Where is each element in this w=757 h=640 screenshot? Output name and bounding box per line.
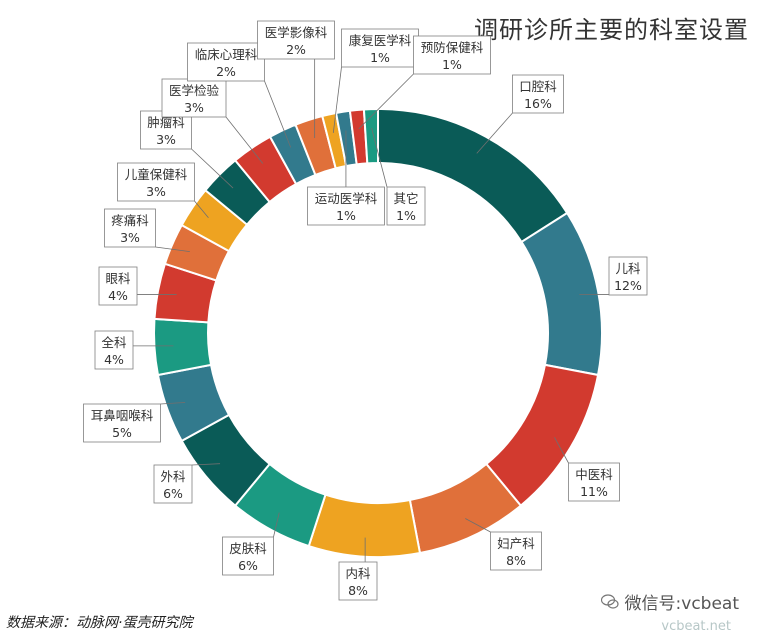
slice-name-14: 医学检验 xyxy=(169,83,220,98)
leader-line-14 xyxy=(225,116,264,164)
label-box-18 xyxy=(307,186,385,226)
label-box-1 xyxy=(512,74,564,114)
slice-value-1: 16% xyxy=(524,96,552,111)
slice-value-11: 3% xyxy=(120,230,140,245)
slice-value-20: 1% xyxy=(396,208,416,223)
slice-name-4: 妇产科 xyxy=(497,536,535,551)
leader-line-6 xyxy=(273,512,280,538)
leader-line-7 xyxy=(191,463,221,466)
label-box-7 xyxy=(153,464,193,504)
slice-5 xyxy=(307,493,422,558)
slice-value-18: 1% xyxy=(336,208,356,223)
slice-value-19: 1% xyxy=(442,57,462,72)
slice-name-12: 儿童保健科 xyxy=(125,167,188,182)
label-box-3 xyxy=(568,462,620,502)
slice-name-20: 其它 xyxy=(393,191,418,206)
slice-name-19: 预防保健科 xyxy=(421,40,484,55)
wechat-watermark: 微信号:vcbeat xyxy=(600,589,739,614)
slice-value-6: 6% xyxy=(238,558,258,573)
label-box-20 xyxy=(386,186,426,226)
chart-title: 调研诊所主要的科室设置 xyxy=(474,16,749,44)
leader-line-20 xyxy=(371,127,388,188)
slice-name-18: 运动医学科 xyxy=(315,191,378,206)
slice-name-3: 中医科 xyxy=(575,467,613,482)
slice-name-2: 儿科 xyxy=(615,261,641,276)
slice-value-17: 1% xyxy=(370,50,390,65)
leader-line-11 xyxy=(155,246,190,252)
label-box-4 xyxy=(490,531,542,571)
slice-2 xyxy=(520,211,603,377)
slice-name-7: 外科 xyxy=(160,469,186,484)
slice-value-4: 8% xyxy=(506,553,526,568)
leader-line-4 xyxy=(465,518,491,533)
slice-name-11: 疼痛科 xyxy=(111,213,149,228)
slice-name-6: 皮肤科 xyxy=(229,541,267,556)
label-box-9 xyxy=(94,330,134,370)
label-box-15 xyxy=(187,42,265,82)
slice-value-5: 8% xyxy=(348,583,368,598)
slice-name-15: 临床心理科 xyxy=(195,47,258,62)
leader-line-3 xyxy=(554,437,569,464)
leader-line-1 xyxy=(476,112,513,154)
slice-value-16: 2% xyxy=(286,42,306,57)
label-box-16 xyxy=(257,20,335,60)
slice-name-9: 全科 xyxy=(101,335,127,350)
slice-value-13: 3% xyxy=(156,132,176,147)
label-box-6 xyxy=(222,536,274,576)
label-box-10 xyxy=(98,266,138,306)
leader-line-15 xyxy=(264,80,292,148)
label-box-12 xyxy=(117,162,195,202)
slice-9 xyxy=(153,317,213,377)
slice-value-2: 12% xyxy=(614,278,642,293)
label-box-5 xyxy=(338,561,378,601)
label-box-19 xyxy=(413,35,491,75)
slice-value-12: 3% xyxy=(146,184,166,199)
donut-slices xyxy=(153,107,603,558)
leader-line-8 xyxy=(160,402,186,405)
slice-name-16: 医学影像科 xyxy=(265,25,328,40)
wechat-id: 微信号:vcbeat xyxy=(624,594,739,614)
label-box-14 xyxy=(161,78,227,118)
slice-name-17: 康复医学科 xyxy=(349,33,412,48)
slice-name-13: 肿瘤科 xyxy=(147,115,185,130)
slice-value-7: 6% xyxy=(163,486,183,501)
leader-line-19 xyxy=(358,73,414,130)
slice-20 xyxy=(362,107,379,165)
data-source-note: 数据来源：动脉网·蛋壳研究院 xyxy=(6,615,193,631)
leader-line-17 xyxy=(332,66,342,133)
slice-name-10: 眼科 xyxy=(105,271,131,286)
slice-value-9: 4% xyxy=(104,352,124,367)
label-box-8 xyxy=(83,403,161,443)
wechat-icon xyxy=(600,593,619,609)
slice-name-5: 内科 xyxy=(345,566,371,581)
leader-line-12 xyxy=(194,200,209,219)
label-box-13 xyxy=(140,110,192,150)
slice-value-10: 4% xyxy=(108,288,128,303)
slice-labels: 口腔科 16% 儿科 12% 中医科 11% 妇产科 8% 内科 8% 皮肤科 6% 外科 6% 耳鼻咽喉科… xyxy=(83,20,648,601)
watermark-site: vcbeat.net xyxy=(661,619,731,634)
slice-value-15: 2% xyxy=(216,64,236,79)
slice-value-8: 5% xyxy=(112,425,132,440)
slice-name-1: 口腔科 xyxy=(519,79,557,94)
slice-name-8: 耳鼻咽喉科 xyxy=(91,408,154,423)
label-box-11 xyxy=(104,208,156,248)
slice-value-3: 11% xyxy=(580,484,608,499)
slice-value-14: 3% xyxy=(184,100,204,115)
label-box-2 xyxy=(608,256,648,296)
label-box-17 xyxy=(341,28,419,68)
leader-line-13 xyxy=(191,148,234,189)
